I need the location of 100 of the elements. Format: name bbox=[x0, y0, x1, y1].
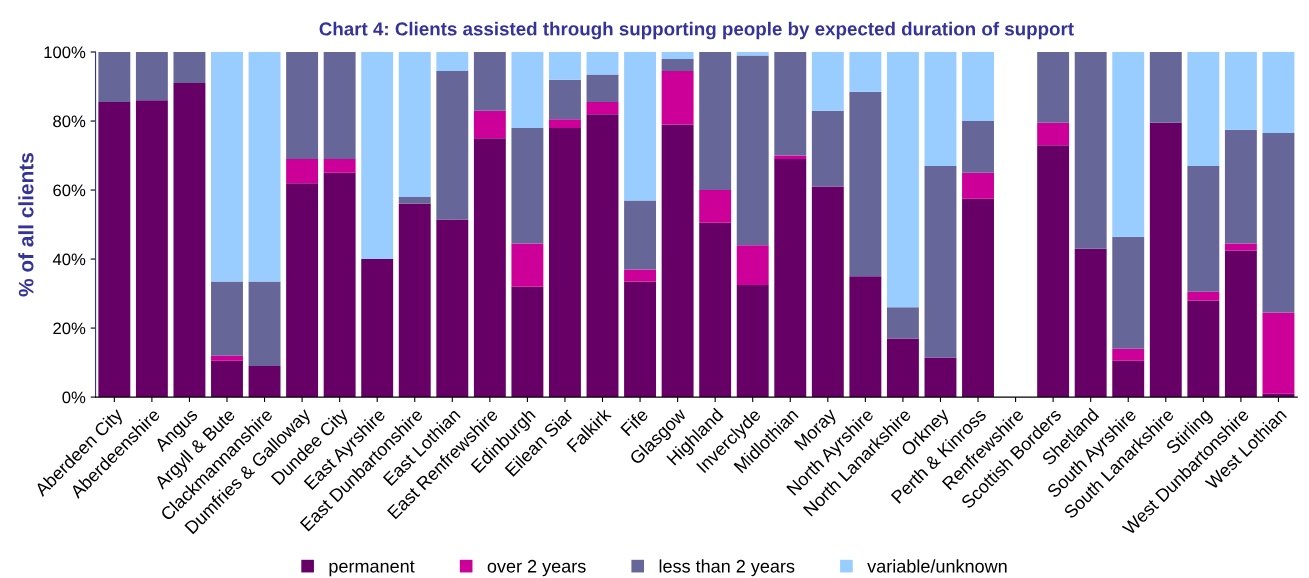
bar bbox=[211, 281, 243, 356]
bar bbox=[1149, 52, 1182, 123]
bar bbox=[549, 127, 581, 398]
bar bbox=[549, 52, 581, 80]
legend-label: over 2 years bbox=[487, 559, 586, 577]
bar bbox=[436, 52, 469, 71]
bar bbox=[736, 284, 769, 398]
bar bbox=[323, 52, 356, 159]
bar bbox=[962, 52, 994, 122]
bar bbox=[1262, 52, 1295, 134]
bar bbox=[661, 52, 694, 59]
bar bbox=[624, 52, 657, 201]
bar bbox=[173, 83, 206, 398]
bar bbox=[98, 102, 131, 398]
bar bbox=[549, 119, 581, 128]
bar bbox=[699, 190, 732, 223]
bar bbox=[361, 259, 394, 398]
bar bbox=[248, 52, 281, 282]
bar bbox=[1037, 145, 1070, 398]
bar bbox=[286, 183, 319, 398]
bar bbox=[624, 281, 657, 398]
bar bbox=[1224, 250, 1257, 398]
bar bbox=[248, 366, 281, 398]
bar bbox=[811, 186, 844, 398]
chart-title: Chart 4: Clients assisted through supporting people by expected duration of support bbox=[319, 21, 1074, 40]
bar bbox=[511, 286, 544, 398]
bar bbox=[248, 281, 281, 367]
bar bbox=[398, 196, 431, 204]
bar bbox=[135, 100, 168, 398]
bar bbox=[1149, 122, 1182, 398]
bar bbox=[736, 55, 769, 246]
bar bbox=[624, 269, 657, 282]
bar bbox=[286, 158, 319, 184]
bar bbox=[849, 52, 882, 92]
bar bbox=[774, 158, 807, 398]
bar bbox=[586, 102, 619, 115]
bar bbox=[511, 127, 544, 244]
bar bbox=[661, 58, 694, 71]
bar bbox=[173, 52, 206, 84]
bar bbox=[1112, 236, 1145, 349]
bar bbox=[1112, 348, 1145, 361]
bar bbox=[1187, 52, 1220, 166]
bar bbox=[1112, 52, 1145, 237]
bar bbox=[398, 203, 431, 398]
bar bbox=[549, 79, 581, 120]
bar bbox=[473, 138, 506, 398]
bar bbox=[886, 52, 919, 308]
y-tick-label: 60% bbox=[53, 184, 86, 197]
bar bbox=[586, 114, 619, 398]
bar bbox=[661, 71, 694, 125]
bar bbox=[1187, 165, 1220, 292]
bar bbox=[436, 71, 469, 220]
legend-label: less than 2 years bbox=[659, 559, 795, 577]
bar bbox=[1074, 248, 1107, 398]
bar bbox=[811, 52, 844, 111]
bar bbox=[361, 52, 394, 260]
bar bbox=[1187, 291, 1220, 301]
legend-label: variable/unknown bbox=[867, 559, 1007, 573]
bar bbox=[736, 245, 769, 285]
bar bbox=[962, 198, 994, 398]
bar bbox=[586, 74, 619, 103]
bar bbox=[699, 52, 732, 191]
bar bbox=[962, 121, 994, 173]
bar bbox=[886, 338, 919, 398]
bar bbox=[586, 52, 619, 75]
bar bbox=[211, 355, 243, 361]
bar bbox=[286, 52, 319, 159]
bar bbox=[774, 52, 807, 156]
bar bbox=[1037, 122, 1070, 146]
bar bbox=[1112, 360, 1145, 398]
bar bbox=[624, 200, 657, 270]
bar bbox=[1262, 133, 1295, 313]
bar bbox=[1224, 52, 1257, 130]
bar bbox=[1074, 52, 1107, 249]
bar bbox=[511, 243, 544, 287]
bar bbox=[924, 165, 957, 358]
bar bbox=[511, 52, 544, 128]
bar bbox=[924, 357, 957, 398]
bar bbox=[1037, 52, 1070, 123]
bar bbox=[1187, 300, 1220, 398]
y-axis-title: % of all clients bbox=[18, 153, 34, 297]
bar bbox=[962, 172, 994, 199]
bar bbox=[473, 110, 506, 139]
y-tick-label: 80% bbox=[53, 115, 86, 128]
bar bbox=[849, 91, 882, 277]
bar bbox=[211, 360, 243, 398]
bar bbox=[98, 52, 131, 103]
bar bbox=[1262, 312, 1295, 394]
bar bbox=[849, 276, 882, 398]
bar bbox=[699, 222, 732, 398]
legend-label: permanent bbox=[329, 560, 415, 577]
y-tick-label: 100% bbox=[44, 46, 86, 59]
bar bbox=[661, 124, 694, 398]
bar bbox=[924, 52, 957, 166]
bar bbox=[473, 52, 506, 111]
y-tick-label: 40% bbox=[52, 253, 86, 266]
bar bbox=[323, 172, 356, 398]
bar bbox=[436, 219, 469, 398]
bar bbox=[1224, 129, 1257, 244]
bar bbox=[811, 110, 844, 187]
